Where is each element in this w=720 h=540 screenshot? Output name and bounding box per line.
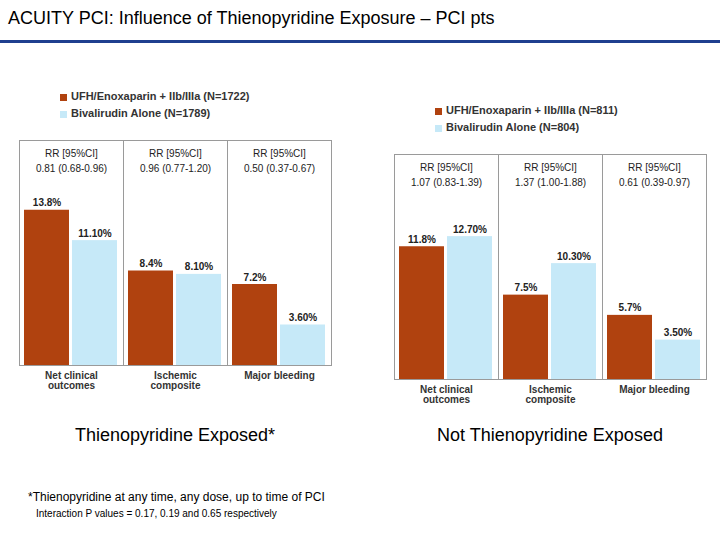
svg-text:RR [95%CI]1.37 (1.00-1.88): RR [95%CI]1.37 (1.00-1.88)	[515, 162, 586, 188]
svg-text:Major bleeding: Major bleeding	[244, 370, 315, 381]
svg-text:RR [95%CI]0.50 (0.37-0.67): RR [95%CI]0.50 (0.37-0.67)	[244, 148, 315, 174]
svg-text:3.60%: 3.60%	[289, 312, 317, 323]
svg-text:RR [95%CI]0.81 (0.68-0.96): RR [95%CI]0.81 (0.68-0.96)	[36, 148, 107, 174]
svg-text:Ischemiccomposite: Ischemiccomposite	[150, 370, 200, 391]
svg-text:RR [95%CI]1.07 (0.83-1.39): RR [95%CI]1.07 (0.83-1.39)	[411, 162, 482, 188]
svg-text:11.8%: 11.8%	[408, 234, 436, 245]
svg-text:Major bleeding: Major bleeding	[619, 384, 690, 395]
svg-text:3.50%: 3.50%	[664, 327, 692, 338]
svg-text:12.70%: 12.70%	[453, 224, 487, 235]
svg-text:Net clinicaloutcomes: Net clinicaloutcomes	[45, 370, 98, 391]
svg-text:Net clinicaloutcomes: Net clinicaloutcomes	[420, 384, 473, 405]
svg-text:Ischemiccomposite: Ischemiccomposite	[525, 384, 575, 405]
svg-text:RR [95%CI]0.96 (0.77-1.20): RR [95%CI]0.96 (0.77-1.20)	[140, 148, 211, 174]
svg-text:5.7%: 5.7%	[619, 302, 642, 313]
svg-text:13.8%: 13.8%	[33, 197, 61, 208]
html-text:*Thienopyridine at any time, a: *Thienopyridine at any time, any dose, u…	[28, 490, 325, 504]
html-text:UFH/Enoxaparin + IIb/IIIa (N=1: UFH/Enoxaparin + IIb/IIIa (N=1722)	[71, 90, 250, 102]
html-text:UFH/Enoxaparin + IIb/IIIa (N=8: UFH/Enoxaparin + IIb/IIIa (N=811)	[446, 104, 618, 116]
svg-text:8.4%: 8.4%	[140, 258, 163, 269]
svg-text:8.10%: 8.10%	[185, 261, 213, 272]
html-text:Bivalirudin Alone (N=804): Bivalirudin Alone (N=804)	[446, 121, 580, 133]
html-text:Interaction P values = 0.17, 0: Interaction P values = 0.17, 0.19 and 0.…	[36, 508, 277, 519]
svg-text:7.2%: 7.2%	[244, 272, 267, 283]
html-text:Bivalirudin Alone (N=1789): Bivalirudin Alone (N=1789)	[71, 107, 211, 119]
html-text:Thienopyridine Exposed*: Thienopyridine Exposed*	[74, 425, 276, 445]
svg-text:7.5%: 7.5%	[515, 282, 538, 293]
svg-text:11.10%: 11.10%	[78, 228, 111, 239]
html-text:ACUITY PCI: Influence of Thien: ACUITY PCI: Influence of Thienopyridine …	[8, 8, 495, 28]
svg-text:RR [95%CI]0.61 (0.39-0.97): RR [95%CI]0.61 (0.39-0.97)	[619, 162, 690, 188]
html-text:Not Thienopyridine Exposed: Not Thienopyridine Exposed	[437, 425, 663, 445]
svg-text:10.30%: 10.30%	[557, 251, 591, 262]
